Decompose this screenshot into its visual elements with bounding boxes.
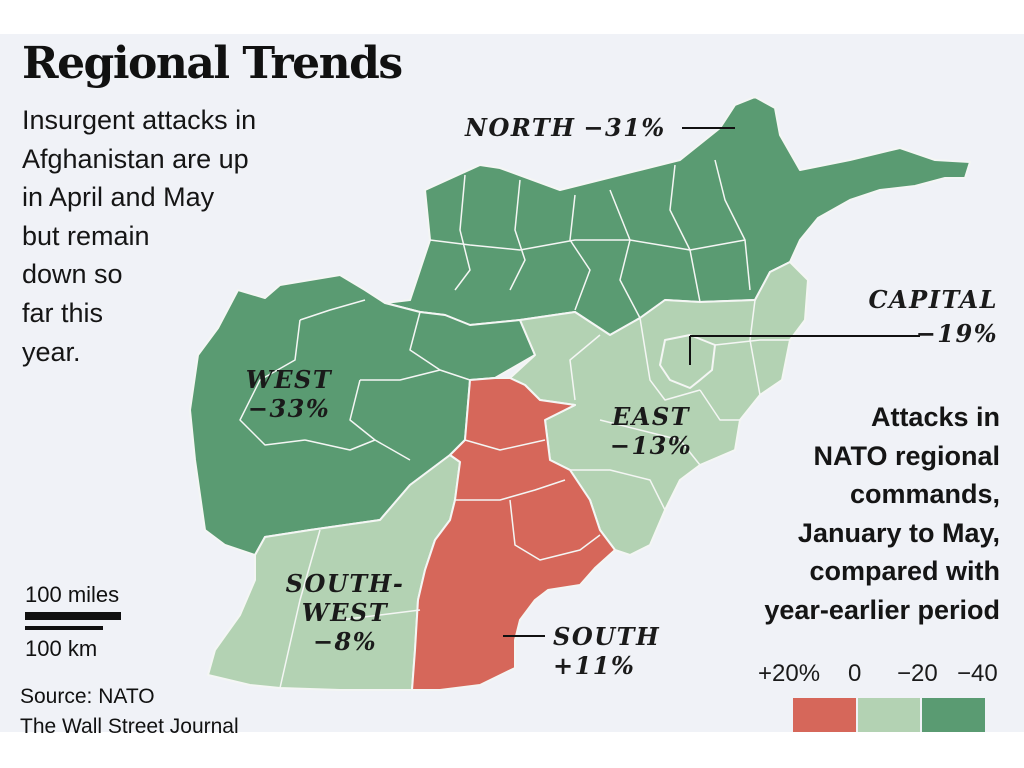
region-value: −33% — [247, 394, 331, 423]
province-boundaries — [239, 159, 790, 689]
label-southwest: SOUTH- WEST −8% — [270, 572, 420, 654]
legend-title-line: NATO regional — [813, 440, 1000, 471]
region-name-line2: WEST — [301, 598, 389, 627]
region-name: CAPITAL — [868, 285, 998, 314]
region-name: NORTH — [465, 113, 576, 142]
source-line: Source: NATO — [20, 685, 155, 708]
intro-line: year. — [22, 336, 81, 367]
legend-title: Attacks in NATO regional commands, Janua… — [700, 398, 1000, 630]
scale-label-miles: 100 miles — [25, 582, 120, 607]
label-south: SOUTH +11% — [553, 625, 660, 678]
legend-tick-minus40: −40 — [957, 660, 998, 687]
region-value: −8% — [312, 627, 378, 656]
chart-title: Regional Trends — [22, 38, 403, 89]
label-north: NORTH −31% — [465, 116, 666, 140]
leader-lines — [503, 127, 920, 637]
legend-tick-minus20: −20 — [897, 660, 938, 687]
region-name: EAST — [611, 402, 691, 431]
scale-label-km: 100 km — [25, 636, 98, 661]
publisher-line: The Wall Street Journal — [20, 715, 239, 738]
region-capital — [659, 334, 716, 389]
intro-line: down so — [22, 259, 123, 290]
region-value: −19% — [915, 319, 998, 348]
label-west: WEST −33% — [234, 368, 344, 421]
legend-title-line: Attacks in — [870, 402, 1000, 432]
intro-line: Afghanistan are up — [22, 143, 249, 174]
legend-title-line: commands, — [849, 479, 1000, 510]
region-value: −13% — [609, 431, 693, 460]
legend-tick-zero: 0 — [848, 660, 862, 687]
region-name: SOUTH — [553, 622, 661, 651]
label-capital: CAPITAL −19% — [830, 288, 998, 346]
intro-line: but remain — [22, 220, 150, 251]
region-name-line1: SOUTH- — [285, 569, 405, 598]
region-value: −31% — [583, 113, 666, 142]
legend-title-line: compared with — [809, 556, 1000, 587]
legend-swatch-small-decrease — [858, 698, 920, 732]
legend-title-line: year-earlier period — [764, 594, 1000, 625]
source-credit: Source: NATO The Wall Street Journal — [20, 682, 239, 742]
region-name: WEST — [245, 365, 333, 394]
intro-line: far this — [22, 297, 104, 328]
intro-text: Insurgent attacks in Afghanistan are up … — [22, 101, 322, 371]
intro-line: Insurgent attacks in — [22, 105, 257, 135]
legend-tick-plus20: +20% — [758, 660, 821, 687]
label-east: EAST −13% — [596, 405, 706, 458]
scale-bar-km — [25, 626, 103, 630]
intro-line: in April and May — [22, 182, 215, 213]
region-value: +11% — [553, 651, 636, 680]
legend-swatch-increase — [793, 698, 856, 732]
legend-title-line: January to May, — [797, 517, 1000, 548]
scale-bar-miles — [25, 612, 121, 620]
legend-swatch-large-decrease — [922, 698, 985, 732]
